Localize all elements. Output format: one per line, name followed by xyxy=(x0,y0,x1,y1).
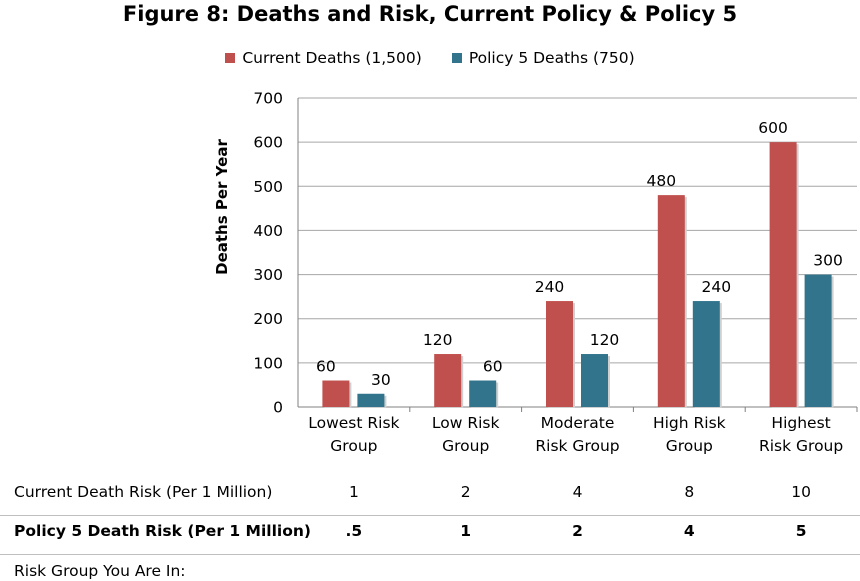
legend-item-policy5: Policy 5 Deaths (750) xyxy=(451,49,635,67)
chart-title: Figure 8: Deaths and Risk, Current Polic… xyxy=(122,2,738,26)
y-tick-label: 600 xyxy=(253,134,283,152)
x-tick-label: Moderate xyxy=(541,414,615,432)
y-tick-label: 100 xyxy=(253,354,283,372)
data-label: 60 xyxy=(483,358,503,376)
policy5-risk-value: 5 xyxy=(795,522,807,540)
bar-current xyxy=(546,301,573,407)
policy5-risk-label: Policy 5 Death Risk (Per 1 Million) xyxy=(14,522,311,540)
policy5-risk-value: 2 xyxy=(572,522,583,540)
x-tick-label: Group xyxy=(442,437,489,455)
y-tick-label: 200 xyxy=(253,310,283,328)
legend: Current Deaths (1,500) Policy 5 Deaths (… xyxy=(0,49,860,67)
legend-label-current: Current Deaths (1,500) xyxy=(242,49,422,67)
current-risk-value: 4 xyxy=(572,483,583,501)
current-risk-label: Current Death Risk (Per 1 Million) xyxy=(14,483,273,501)
data-label: 600 xyxy=(758,119,788,137)
x-tick-label: Highest xyxy=(771,414,830,432)
data-label: 240 xyxy=(702,278,732,296)
legend-swatch-current xyxy=(225,53,236,63)
y-tick-label: 300 xyxy=(253,266,283,284)
data-label: 480 xyxy=(647,172,677,190)
data-label: 240 xyxy=(535,278,565,296)
bar-current xyxy=(322,380,350,407)
legend-swatch-policy5 xyxy=(451,53,462,63)
policy5-risk-value: 4 xyxy=(683,522,695,540)
current-risk-value: 8 xyxy=(684,483,695,501)
current-risk-value: 10 xyxy=(791,483,811,501)
bar-current xyxy=(769,142,797,407)
x-tick-label: High Risk xyxy=(653,414,726,432)
bar-policy5 xyxy=(469,380,497,407)
data-label: 30 xyxy=(371,371,391,389)
bar-policy5 xyxy=(581,354,608,407)
x-tick-label: Low Risk xyxy=(432,414,500,432)
bar-policy5 xyxy=(804,274,832,407)
current-risk-value: 1 xyxy=(348,483,359,501)
x-tick-label: Group xyxy=(330,437,377,455)
policy5-risk-row: Policy 5 Death Risk (Per 1 Million) .5 1… xyxy=(0,520,860,550)
bar-policy5 xyxy=(692,301,720,407)
legend-item-current: Current Deaths (1,500) xyxy=(225,49,422,67)
y-tick-label: 400 xyxy=(253,222,283,240)
risk-group-you-are-in-label: Risk Group You Are In: xyxy=(14,562,186,580)
current-risk-row: Current Death Risk (Per 1 Million) 1 2 4… xyxy=(0,478,860,508)
policy5-risk-value: .5 xyxy=(345,522,363,540)
y-axis-label: Deaths Per Year xyxy=(213,139,231,275)
data-label: 60 xyxy=(316,358,336,376)
bar-chart: 0 100 200 300 400 500 600 700 Deaths Per Year 60 3… xyxy=(213,90,858,455)
x-tick-label: Risk Group xyxy=(535,437,619,455)
y-tick-label: 500 xyxy=(253,178,283,196)
data-label: 300 xyxy=(813,252,843,270)
y-tick-label: 0 xyxy=(273,399,283,417)
table-divider xyxy=(0,554,860,555)
x-tick-label: Group xyxy=(666,437,713,455)
policy5-risk-value: 1 xyxy=(460,522,472,540)
data-label: 120 xyxy=(423,331,453,349)
bar-policy5 xyxy=(357,393,385,407)
table-divider xyxy=(0,515,860,516)
x-tick-label: Risk Group xyxy=(759,437,843,455)
y-tick-label: 700 xyxy=(253,90,283,108)
current-risk-value: 2 xyxy=(460,483,471,501)
bar-current xyxy=(657,195,685,407)
legend-label-policy5: Policy 5 Deaths (750) xyxy=(468,49,635,67)
bar-current xyxy=(434,354,462,407)
data-label: 120 xyxy=(590,331,620,349)
x-tick-label: Lowest Risk xyxy=(308,414,399,432)
